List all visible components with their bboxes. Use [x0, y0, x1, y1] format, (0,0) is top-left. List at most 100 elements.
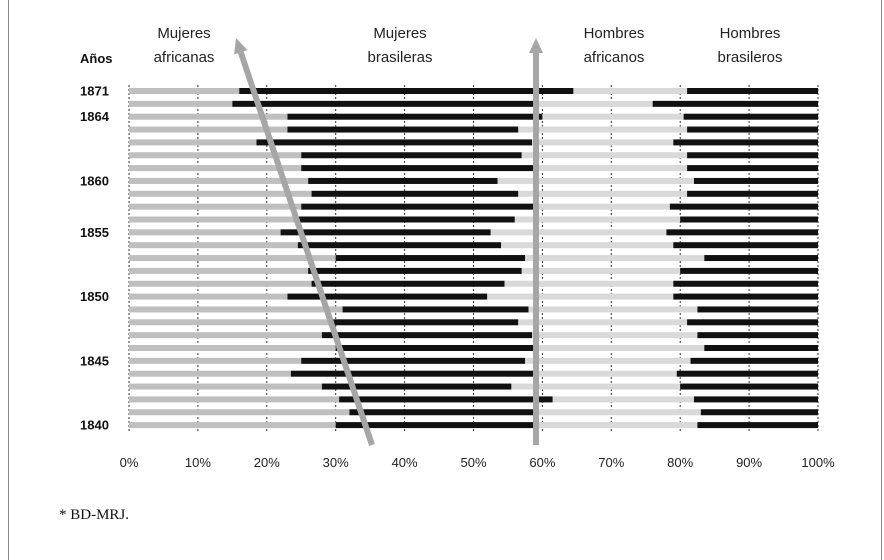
bar-segment-hombres-brasileros: [680, 216, 818, 223]
bar-segment-hombres-brasileros: [673, 280, 818, 287]
bar-segment-mujeres-brasileras: [335, 255, 526, 262]
bar-segment-hombres-brasileros: [697, 306, 818, 313]
bar-segment-hombres-brasileros: [704, 255, 818, 262]
bar-segment-hombres-africanos: [511, 383, 681, 390]
bar-segment-mujeres-africanas: [129, 152, 302, 159]
bar-segment-mujeres-africanas: [129, 319, 329, 326]
bar-segment-hombres-africanos: [532, 139, 674, 146]
year-label-1850: 1850: [80, 289, 109, 304]
bar-segment-mujeres-africanas: [129, 190, 312, 197]
figure-frame: [8, 0, 882, 560]
bar-segment-mujeres-brasileras: [342, 306, 529, 313]
bar-segment-mujeres-brasileras: [297, 216, 515, 223]
bar-segment-hombres-brasileros: [673, 242, 818, 249]
bar-segment-mujeres-brasileras: [321, 383, 512, 390]
arrow-hombres-trend: [529, 38, 543, 445]
bar-segment-hombres-brasileros: [704, 345, 818, 351]
bar-segment-hombres-brasileros: [673, 293, 818, 300]
bar-segment-mujeres-brasileras: [301, 152, 522, 159]
x-tick-label: 0%: [120, 455, 139, 470]
bar-segment-hombres-africanos: [535, 165, 688, 172]
bar-segment-hombres-africanos: [525, 255, 705, 262]
bar-segment-hombres-africanos: [490, 229, 667, 236]
bar-segment-hombres-brasileros: [687, 319, 818, 326]
bar-segment-hombres-africanos: [518, 126, 688, 133]
arrow-hombres-trend-head: [529, 38, 543, 53]
arrow-mujeres-africanas-trend-head: [234, 38, 248, 55]
bar-segment-mujeres-brasileras: [256, 139, 533, 146]
bar-segment-hombres-brasileros: [676, 370, 818, 377]
bar-segment-mujeres-brasileras: [335, 345, 536, 351]
bar-segment-mujeres-africanas: [129, 242, 298, 249]
x-tick-label: 20%: [254, 455, 280, 470]
year-label-1855: 1855: [80, 225, 109, 240]
bar-segment-hombres-africanos: [538, 422, 698, 429]
bar-segment-mujeres-africanas: [129, 267, 309, 274]
bar-segment-hombres-africanos: [521, 152, 688, 159]
bar-segment-mujeres-africanas: [129, 100, 233, 107]
bar-segment-hombres-africanos: [501, 242, 674, 249]
bar-segment-mujeres-brasileras: [232, 100, 539, 107]
bar-segment-hombres-brasileros: [693, 177, 818, 184]
header-hombres-africanos-line2: africanos: [584, 49, 645, 66]
x-tick-label: 50%: [460, 455, 486, 470]
bar-segment-hombres-africanos: [538, 370, 677, 377]
header-mujeres-africanas-line2: africanas: [154, 49, 215, 66]
header-hombres-africanos-line1: Hombres: [584, 25, 645, 42]
bar-segment-mujeres-brasileras: [339, 396, 553, 403]
bar-segment-hombres-brasileros: [690, 357, 818, 364]
header-hombres-brasileros-line2: brasileros: [717, 49, 782, 66]
bar-segment-hombres-africanos: [552, 396, 694, 403]
year-label-1864: 1864: [80, 109, 110, 124]
x-tick-label: 100%: [801, 455, 835, 470]
header-mujeres-brasileras-line1: Mujeres: [373, 25, 426, 42]
bar-segment-mujeres-brasileras: [301, 165, 536, 172]
bar-segment-mujeres-africanas: [129, 306, 343, 313]
bar-segment-mujeres-africanas: [129, 88, 240, 94]
bar-segment-mujeres-africanas: [129, 229, 281, 236]
bar-segment-hombres-africanos: [521, 267, 681, 274]
bar-segment-hombres-brasileros: [673, 139, 818, 146]
bar-segment-hombres-africanos: [532, 332, 698, 339]
bar-segment-hombres-africanos: [525, 357, 691, 364]
bar-segment-mujeres-africanas: [129, 113, 288, 120]
bar-segment-mujeres-africanas: [129, 370, 291, 377]
bar-segment-mujeres-africanas: [129, 126, 288, 133]
arrow-mujeres-africanas-trend-shaft: [237, 51, 375, 446]
chart-bars: [129, 88, 818, 429]
bar-segment-hombres-africanos: [504, 280, 674, 287]
x-tick-label: 80%: [667, 455, 693, 470]
source-footnote: * BD-MRJ.: [59, 507, 130, 523]
bar-segment-mujeres-brasileras: [311, 280, 505, 287]
bar-segment-mujeres-brasileras: [349, 409, 539, 416]
bar-segment-mujeres-africanas: [129, 396, 340, 403]
bar-segment-hombres-africanos: [538, 100, 653, 107]
year-label-1845: 1845: [80, 353, 109, 368]
bar-segment-mujeres-africanas: [129, 216, 298, 223]
stacked-bar-chart: Años Mujeres africanas Mujeres brasilera…: [80, 25, 835, 470]
years-axis-label: Años: [80, 51, 113, 66]
bar-segment-mujeres-brasileras: [290, 370, 539, 377]
arrow-mujeres-africanas-trend: [234, 38, 375, 446]
x-tick-label: 70%: [598, 455, 624, 470]
bar-segment-hombres-brasileros: [680, 267, 818, 274]
bar-segment-mujeres-brasileras: [321, 332, 533, 339]
bar-segment-hombres-brasileros: [687, 126, 818, 133]
bar-segment-hombres-brasileros: [700, 409, 818, 416]
bar-segment-hombres-brasileros: [652, 100, 818, 107]
bar-segment-hombres-brasileros: [680, 383, 818, 390]
bar-segment-mujeres-africanas: [129, 255, 336, 262]
bar-segment-mujeres-africanas: [129, 177, 309, 184]
bar-segment-mujeres-africanas: [129, 280, 312, 287]
x-tick-label: 30%: [323, 455, 349, 470]
bar-segment-hombres-brasileros: [687, 88, 818, 94]
x-tick-label: 90%: [736, 455, 762, 470]
header-hombres-brasileros-line1: Hombres: [720, 25, 781, 42]
bar-segment-mujeres-brasileras: [301, 203, 536, 210]
bar-segment-mujeres-africanas: [129, 332, 322, 339]
bar-segment-hombres-brasileros: [697, 422, 818, 429]
bar-segment-mujeres-africanas: [129, 383, 322, 390]
bar-segment-mujeres-brasileras: [287, 293, 488, 300]
bar-segment-mujeres-brasileras: [287, 113, 543, 120]
bar-segment-hombres-brasileros: [687, 190, 818, 197]
